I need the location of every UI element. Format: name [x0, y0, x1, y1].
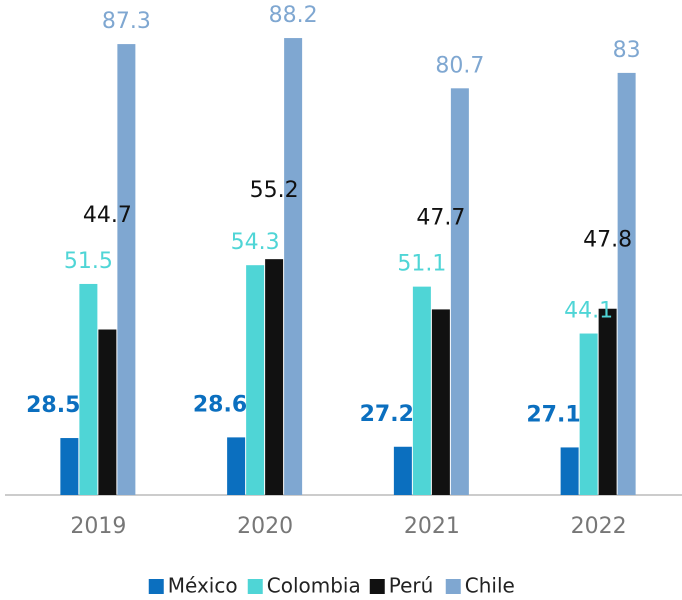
value-label: 47.8 [583, 228, 632, 253]
legend-swatch [148, 579, 164, 594]
legend-label: Colombia [267, 574, 361, 598]
x-tick-label: 2019 [70, 514, 126, 539]
value-label: 44.7 [83, 203, 132, 228]
bar [265, 259, 284, 495]
bar [560, 447, 579, 495]
value-label: 51.1 [397, 252, 446, 277]
bar [79, 283, 98, 495]
bar [284, 38, 303, 496]
value-label: 27.2 [360, 402, 414, 427]
x-tick-label: 2020 [237, 514, 293, 539]
bar [431, 309, 450, 495]
value-label: 54.3 [231, 230, 280, 255]
value-label: 27.1 [526, 402, 580, 427]
bar [60, 438, 79, 495]
bar [617, 72, 636, 496]
bar [579, 333, 598, 495]
value-label: 88.2 [269, 3, 318, 28]
x-tick-label: 2022 [571, 514, 627, 539]
bar [227, 437, 246, 495]
value-label: 80.7 [435, 53, 484, 78]
legend-label: Chile [465, 574, 515, 598]
legend-label: Perú [389, 574, 434, 598]
bar [117, 44, 136, 496]
value-label: 87.3 [102, 9, 151, 34]
bar [412, 286, 431, 495]
value-label: 83 [613, 38, 641, 63]
value-label: 28.5 [26, 393, 80, 418]
legend-label: México [168, 574, 238, 598]
bar [246, 265, 265, 495]
bar [98, 329, 117, 495]
bar [598, 308, 617, 495]
bar [450, 88, 469, 495]
value-label: 51.5 [64, 249, 113, 274]
legend-swatch [247, 579, 263, 594]
value-label: 28.6 [193, 392, 247, 417]
legend-swatch [369, 579, 385, 594]
bar [393, 446, 412, 495]
value-label: 55.2 [250, 178, 299, 203]
value-label: 44.1 [564, 299, 613, 324]
value-label: 47.7 [416, 206, 465, 231]
x-tick-label: 2021 [404, 514, 460, 539]
legend-swatch [445, 579, 461, 594]
